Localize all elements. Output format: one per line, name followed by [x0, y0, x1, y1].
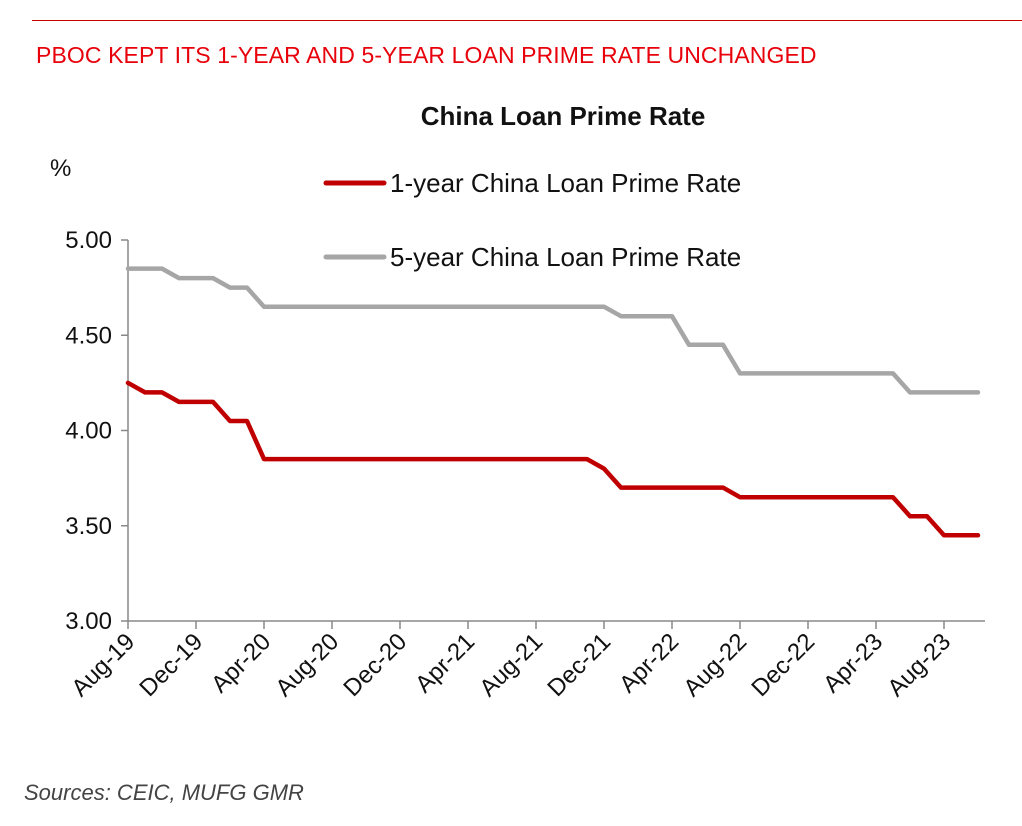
x-tick-label: Apr-22	[614, 628, 684, 698]
x-tick-label: Dec-22	[746, 628, 820, 702]
x-tick-label: Apr-23	[818, 628, 888, 698]
x-tick-label: Dec-19	[134, 628, 208, 702]
legend-5-year-label: 5-year China Loan Prime Rate	[390, 242, 741, 272]
source-note: Sources: CEIC, MUFG GMR	[24, 780, 304, 805]
x-tick-label: Aug-23	[882, 628, 956, 702]
legend-1-year-label: 1-year China Loan Prime Rate	[390, 168, 741, 198]
y-tick-label: 3.50	[65, 513, 112, 540]
y-tick-label: 5.00	[65, 227, 112, 254]
y-tick-label: 3.00	[65, 608, 112, 635]
x-tick-label: Aug-22	[678, 628, 752, 702]
x-tick-label: Dec-20	[338, 628, 412, 702]
series-line-1-year	[125, 380, 981, 538]
x-tick-label: Aug-20	[270, 628, 344, 702]
chart-title: China Loan Prime Rate	[421, 101, 706, 131]
series-line-5-year	[125, 266, 981, 395]
x-tick-label: Aug-19	[66, 628, 140, 702]
y-unit-label: %	[50, 155, 71, 182]
x-tick-label: Apr-21	[410, 628, 480, 698]
headline: PBOC KEPT ITS 1-YEAR AND 5-YEAR LOAN PRI…	[36, 42, 817, 68]
x-tick-label: Dec-21	[542, 628, 616, 702]
y-tick-label: 4.50	[65, 322, 112, 349]
loan-prime-rate-chart: China Loan Prime Rate% 3.00 3.50 4.00 4.50 5.…	[50, 101, 985, 702]
top-divider	[32, 20, 1022, 21]
y-tick-label: 4.00	[65, 418, 112, 445]
x-tick-label: Aug-21	[474, 628, 548, 702]
x-tick-label: Apr-20	[206, 628, 276, 698]
